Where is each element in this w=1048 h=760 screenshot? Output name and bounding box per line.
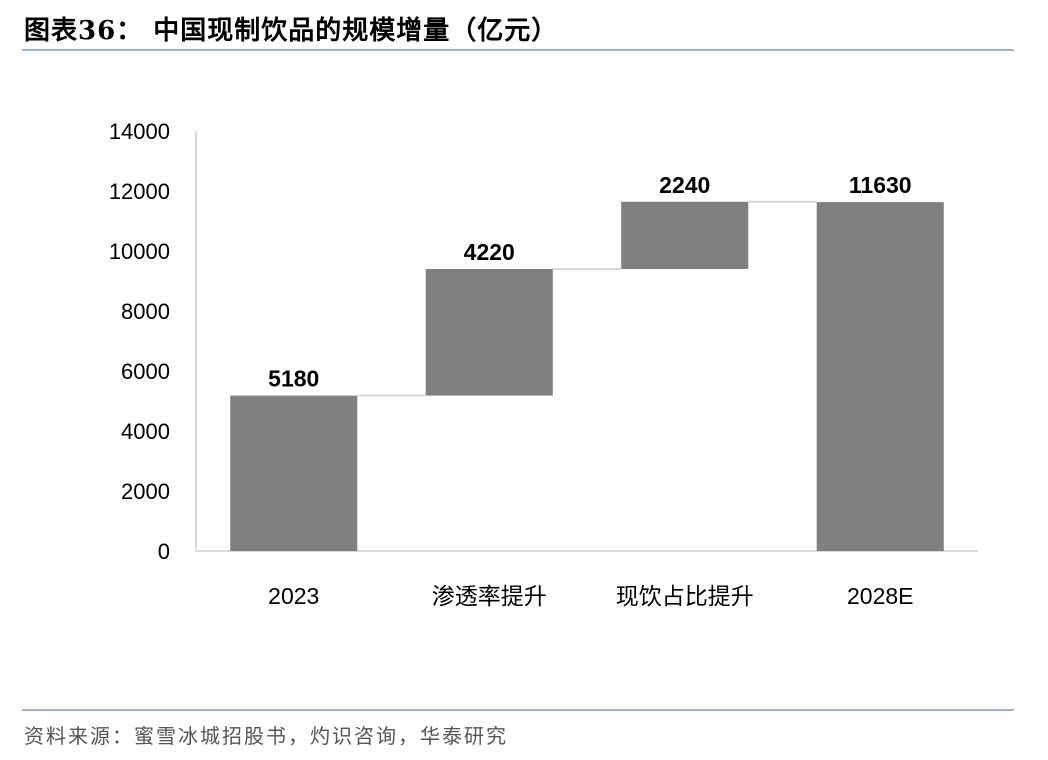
data-label: 5180 bbox=[268, 366, 319, 392]
y-tick-label: 8000 bbox=[121, 299, 170, 324]
source-rule bbox=[22, 709, 1014, 711]
data-label: 11630 bbox=[849, 172, 912, 198]
waterfall-chart: 0 2000 4000 6000 8000 10000 12000 14000 5180 2023… bbox=[109, 119, 978, 609]
bar-3 bbox=[816, 202, 944, 551]
y-tick-label: 14000 bbox=[109, 119, 170, 144]
y-tick-label: 6000 bbox=[121, 359, 170, 384]
x-tick-label: 2023 bbox=[268, 583, 319, 609]
bar-0 bbox=[230, 395, 358, 551]
x-tick-label: 现饮占比提升 bbox=[616, 583, 754, 609]
data-label: 2240 bbox=[659, 172, 710, 198]
y-tick-label: 0 bbox=[158, 539, 170, 564]
y-tick-label: 12000 bbox=[109, 179, 170, 204]
y-tick-label: 10000 bbox=[109, 239, 170, 264]
source-note: 资料来源：蜜雪冰城招股书，灼识咨询，华泰研究 bbox=[24, 724, 508, 748]
bar-1 bbox=[425, 269, 553, 396]
x-tick-label: 渗透率提升 bbox=[432, 583, 547, 609]
y-tick-label: 4000 bbox=[121, 419, 170, 444]
bar-2 bbox=[621, 201, 749, 269]
x-tick-label: 2028E bbox=[847, 583, 914, 609]
title-rule bbox=[22, 49, 1014, 51]
data-label: 4220 bbox=[464, 239, 515, 265]
figure-title: 图表36： 中国现制饮品的规模增量（亿元） bbox=[24, 16, 559, 46]
y-tick-label: 2000 bbox=[121, 479, 170, 504]
